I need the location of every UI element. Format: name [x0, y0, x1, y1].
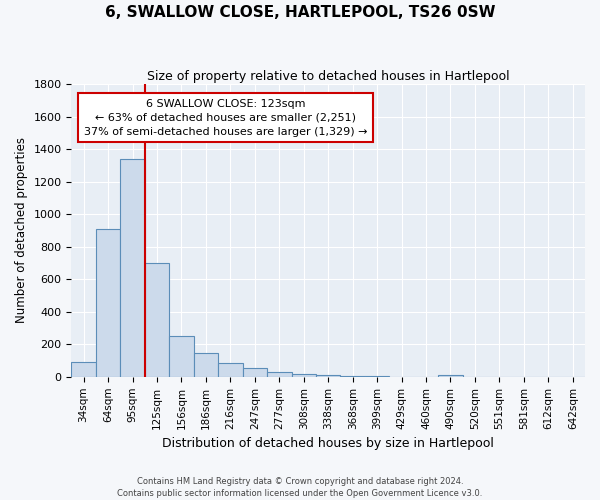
Text: Contains HM Land Registry data © Crown copyright and database right 2024.
Contai: Contains HM Land Registry data © Crown c…	[118, 476, 482, 498]
Text: 6, SWALLOW CLOSE, HARTLEPOOL, TS26 0SW: 6, SWALLOW CLOSE, HARTLEPOOL, TS26 0SW	[105, 5, 495, 20]
Bar	[96, 229, 121, 377]
Bar	[316, 375, 340, 377]
Text: 6 SWALLOW CLOSE: 123sqm
← 63% of detached houses are smaller (2,251)
37% of semi: 6 SWALLOW CLOSE: 123sqm ← 63% of detache…	[84, 99, 367, 137]
Bar	[340, 376, 365, 377]
Bar	[169, 336, 194, 377]
Y-axis label: Number of detached properties: Number of detached properties	[15, 138, 28, 324]
Bar	[438, 375, 463, 377]
X-axis label: Distribution of detached houses by size in Hartlepool: Distribution of detached houses by size …	[162, 437, 494, 450]
Bar	[267, 372, 292, 377]
Bar	[121, 159, 145, 377]
Bar	[145, 263, 169, 377]
Bar	[242, 368, 267, 377]
Bar	[292, 374, 316, 377]
Bar	[194, 353, 218, 377]
Title: Size of property relative to detached houses in Hartlepool: Size of property relative to detached ho…	[147, 70, 509, 83]
Bar	[71, 362, 96, 377]
Bar	[218, 364, 242, 377]
